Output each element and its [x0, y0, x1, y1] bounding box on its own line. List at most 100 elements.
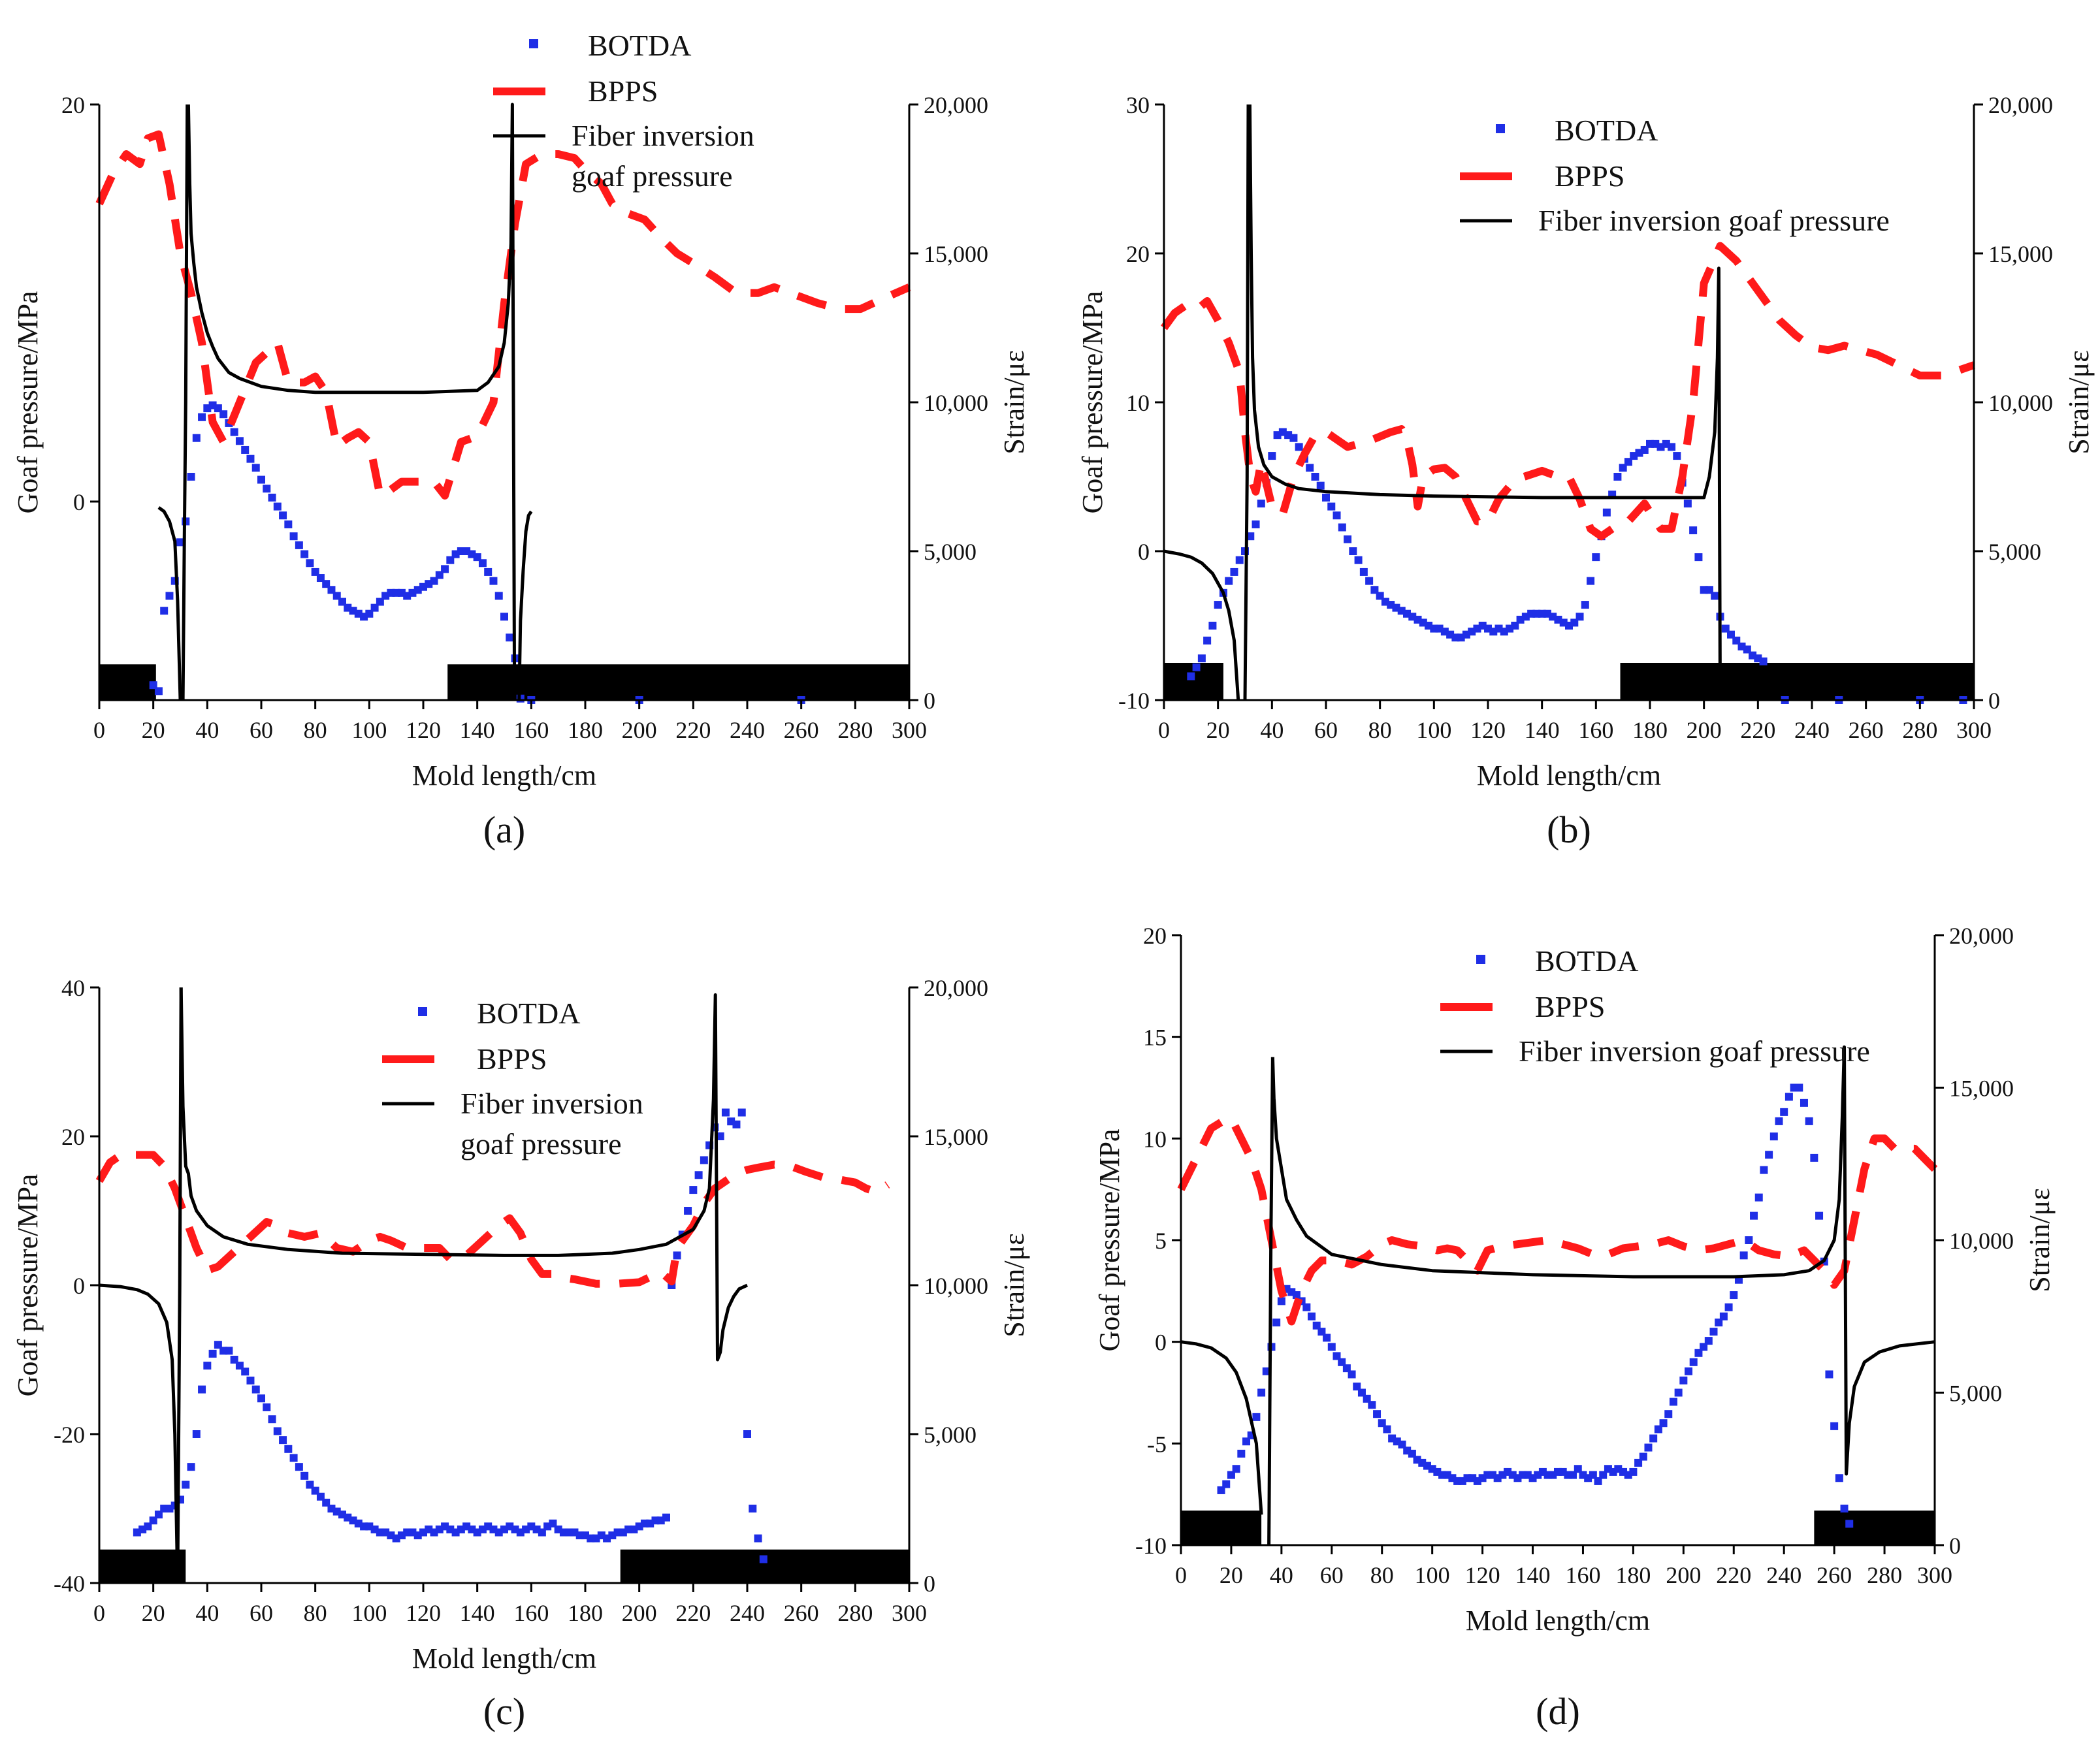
support-block	[447, 664, 909, 700]
x-tick-label: 200	[1666, 1562, 1701, 1588]
botda-point	[737, 1108, 746, 1117]
botda-point	[322, 1498, 331, 1507]
botda-point	[1322, 493, 1330, 502]
botda-point	[1732, 636, 1741, 645]
legend-botda-label: BOTDA	[588, 29, 691, 62]
x-tick-label: 300	[892, 1600, 927, 1626]
y-left-tick-label: -10	[1118, 688, 1150, 714]
botda-point	[268, 1415, 276, 1424]
legend: BOTDA BPPS Fiber inversion goaf pressure	[493, 29, 754, 193]
botda-point	[263, 485, 271, 493]
botda-point	[1327, 502, 1336, 511]
legend: BOTDA BPPS Fiber inversion goaf pressure	[382, 997, 643, 1160]
x-tick-label: 140	[460, 717, 495, 743]
botda-point	[1203, 636, 1212, 645]
x-tick-label: 60	[250, 717, 273, 743]
botda-point	[1295, 443, 1303, 451]
botda-point	[1316, 481, 1325, 490]
botda-point	[1333, 511, 1341, 520]
x-tick-label: 240	[1766, 1562, 1801, 1588]
support-block	[99, 1549, 186, 1583]
botda-point	[700, 1156, 708, 1164]
botda-point	[230, 428, 238, 436]
x-tick-label: 20	[1206, 717, 1230, 743]
y-left-axis-title: Goaf pressure/MPa	[1093, 1129, 1125, 1352]
botda-point	[1327, 1343, 1336, 1351]
botda-point	[1373, 1410, 1381, 1418]
botda-point	[246, 1376, 255, 1384]
series-fiber-line	[181, 104, 189, 701]
botda-point	[1217, 1486, 1225, 1494]
series-fiber-line	[186, 103, 517, 701]
botda-point	[1378, 1419, 1386, 1428]
x-tick-label: 180	[1615, 1562, 1651, 1588]
botda-point	[295, 1463, 303, 1471]
x-tick-label: 20	[1220, 1562, 1243, 1588]
y-right-tick-label: 15,000	[1988, 241, 2053, 267]
botda-point	[1754, 1193, 1763, 1202]
y-right-tick-label: 10,000	[924, 1273, 988, 1299]
x-tick-label: 100	[351, 717, 387, 743]
botda-point	[494, 592, 503, 600]
botda-point	[322, 580, 331, 588]
x-tick-label: 220	[675, 717, 711, 743]
botda-point	[1721, 624, 1730, 633]
botda-point	[1252, 1413, 1261, 1421]
x-tick-label: 160	[513, 1600, 549, 1626]
chart-panel-b: 0 20 40 60 80 100 120 140 160 180 200 220 240 260 280 3…	[1076, 92, 2095, 851]
x-tick-label: 0	[93, 1600, 105, 1626]
y-left-tick-label: -40	[54, 1571, 85, 1597]
botda-point	[1342, 1364, 1351, 1373]
botda-point	[289, 1454, 298, 1462]
x-tick-label: 60	[1314, 717, 1338, 743]
y-right-tick-label: 0	[1949, 1533, 1961, 1559]
botda-point	[154, 687, 163, 696]
series-fiber-line	[1267, 1057, 1274, 1546]
x-tick-label: 280	[837, 1600, 873, 1626]
legend-fiber-label: goaf pressure	[460, 1127, 622, 1160]
botda-point	[1679, 1376, 1688, 1384]
legend-botda-label: BOTDA	[1535, 944, 1638, 978]
x-axis-title: Mold length/cm	[412, 760, 596, 792]
botda-point	[1760, 1166, 1768, 1174]
series-fiber-line	[157, 506, 182, 701]
botda-point	[1640, 445, 1649, 454]
botda-point	[1365, 577, 1374, 585]
series-bpps-line	[95, 130, 911, 500]
botda-point	[1344, 535, 1352, 543]
series-fiber-line	[1248, 104, 1722, 701]
botda-point	[1383, 1425, 1391, 1433]
botda-point	[273, 1427, 282, 1435]
botda-point	[241, 445, 250, 454]
botda-point	[1187, 672, 1195, 680]
series-fiber-line	[517, 510, 533, 701]
botda-point	[1338, 1358, 1346, 1366]
x-tick-label: 40	[195, 1600, 219, 1626]
support-block	[1814, 1511, 1935, 1545]
botda-point	[1587, 577, 1595, 585]
y-right-tick-label: 10,000	[1949, 1228, 2014, 1254]
botda-point	[1743, 645, 1751, 654]
y-left-tick-label: 15	[1143, 1025, 1167, 1051]
botda-point	[1602, 508, 1611, 517]
botda-point	[1398, 1440, 1406, 1448]
x-axis-title: Mold length/cm	[1477, 760, 1661, 792]
y-right-tick-label: 20,000	[1949, 923, 2014, 949]
botda-point	[473, 553, 481, 562]
botda-point	[662, 1513, 670, 1522]
y-right-tick-label: 15,000	[1949, 1076, 2014, 1102]
legend-fiber-label: Fiber inversion goaf pressure	[1538, 204, 1890, 237]
botda-point	[1659, 1419, 1668, 1428]
botda-point	[1715, 1319, 1723, 1327]
y-right-tick-label: 0	[1988, 688, 2000, 714]
botda-point	[1745, 1236, 1753, 1244]
x-tick-label: 100	[1416, 717, 1451, 743]
y-right-axis-title: Strain/με	[2063, 350, 2095, 454]
botda-point	[1673, 452, 1681, 460]
botda-point	[1323, 1334, 1331, 1342]
x-tick-label: 280	[1867, 1562, 1902, 1588]
botda-point	[1727, 630, 1735, 639]
botda-point	[506, 633, 514, 642]
legend-bpps-label: BPPS	[588, 74, 658, 108]
